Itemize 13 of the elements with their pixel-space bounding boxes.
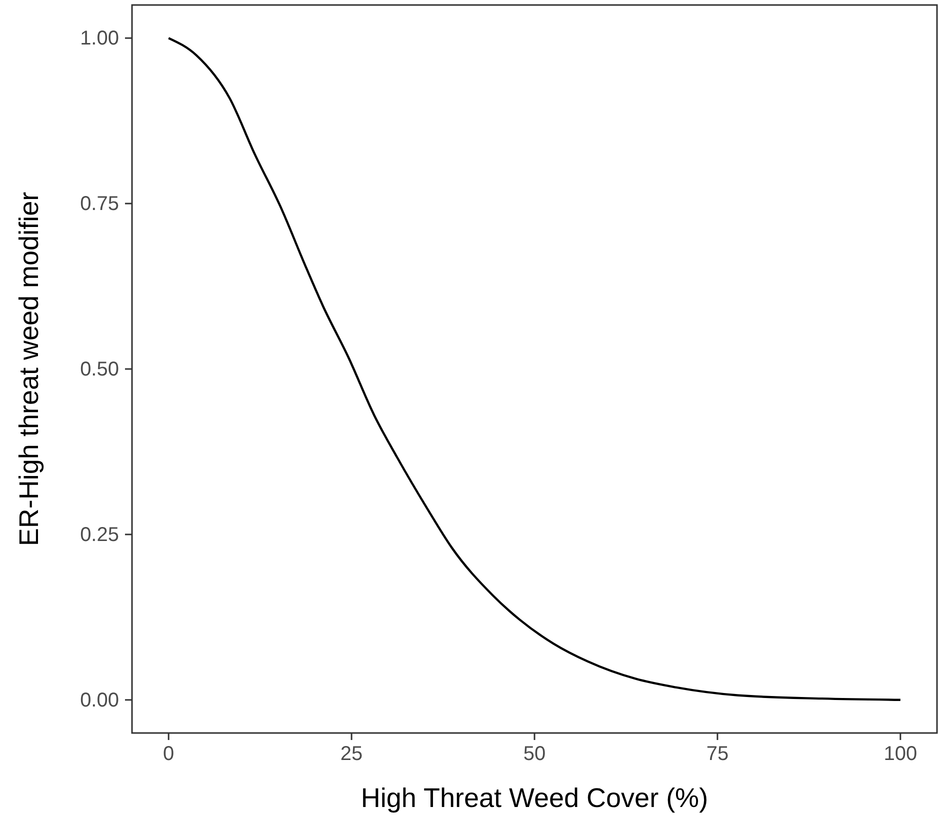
y-axis-title: ER-High threat weed modifier [14, 192, 44, 546]
x-tick-label: 25 [340, 743, 363, 766]
y-tick-label: 0.75 [80, 192, 119, 215]
x-tick-label: 75 [706, 743, 729, 766]
y-tick-label: 0.00 [80, 689, 119, 712]
x-tick-label: 50 [523, 743, 546, 766]
y-tick-label: 0.50 [80, 358, 119, 380]
line-series [167, 36, 902, 702]
y-tick-label: 0.25 [80, 524, 119, 546]
y-tick-label: 1.00 [80, 27, 119, 50]
x-tick-label: 0 [163, 743, 174, 766]
x-axis-title: High Threat Weed Cover (%) [360, 783, 708, 813]
x-tick-label: 100 [884, 743, 918, 766]
